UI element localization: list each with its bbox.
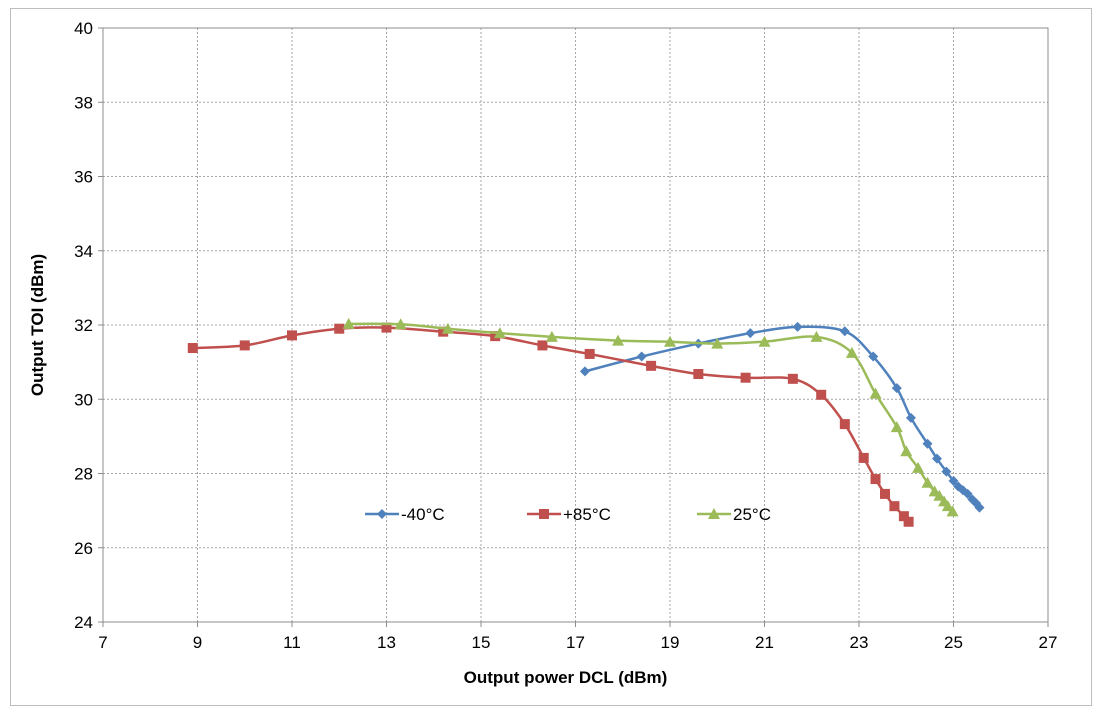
legend-label: 25°C [733, 505, 771, 524]
x-tick-label: 13 [377, 633, 396, 652]
data-point [900, 445, 913, 457]
data-point [787, 373, 798, 384]
data-point [740, 372, 751, 383]
data-point [941, 466, 952, 477]
data-point [758, 335, 771, 347]
y-tick-label: 38 [74, 93, 93, 112]
data-point [792, 321, 803, 332]
data-point [931, 453, 942, 464]
y-axis-title: Output TOI (dBm) [28, 254, 47, 396]
series-square [187, 322, 914, 527]
data-point [948, 475, 959, 486]
legend-label: -40°C [401, 505, 445, 524]
legend: -40°C +85°C 25°C [365, 505, 771, 524]
data-point [839, 326, 850, 337]
data-point [922, 438, 933, 449]
series-triangle [342, 317, 959, 517]
series-line [584, 325, 981, 509]
data-point [889, 501, 900, 512]
data-point [870, 474, 881, 485]
data-point [493, 327, 506, 339]
y-tick-label: 40 [74, 19, 93, 38]
data-point [287, 330, 297, 341]
chart-frame [10, 8, 1092, 706]
data-point [921, 476, 934, 488]
data-point [946, 505, 959, 517]
series-group [187, 317, 985, 527]
series-line [192, 326, 910, 523]
y-tick-label: 24 [74, 613, 93, 632]
data-point [537, 340, 548, 351]
x-tick-label: 11 [283, 633, 301, 652]
data-point [441, 322, 454, 334]
legend-label: +85°C [563, 505, 611, 524]
y-tick-label: 32 [74, 316, 93, 335]
data-point [612, 334, 625, 346]
data-point [745, 328, 756, 339]
data-point [858, 452, 869, 463]
data-point [941, 500, 954, 512]
data-point [868, 351, 879, 362]
data-point [579, 366, 590, 377]
data-point [890, 421, 903, 433]
data-point [898, 511, 909, 522]
data-point [891, 383, 902, 394]
data-point [839, 419, 850, 430]
x-axis-title: Output power DCL (dBm) [464, 668, 668, 687]
data-point [584, 348, 595, 359]
data-point [664, 335, 676, 347]
data-point [394, 318, 407, 330]
grid-lines [103, 28, 1048, 622]
x-tick-label: 17 [566, 633, 585, 652]
data-point [810, 330, 823, 342]
data-point [816, 389, 827, 400]
data-point [239, 340, 250, 351]
y-tick-label: 36 [74, 168, 93, 187]
data-point [905, 412, 916, 423]
x-tick-label: 7 [98, 633, 107, 652]
y-tick-label: 30 [74, 390, 93, 409]
data-point [636, 351, 647, 362]
legend-marker [708, 508, 720, 519]
x-tick-label: 27 [1039, 633, 1058, 652]
x-tick-label: 25 [944, 633, 963, 652]
data-point [646, 360, 657, 371]
data-point [545, 330, 558, 342]
x-tick-label: 19 [661, 633, 680, 652]
data-point [974, 502, 985, 513]
data-point [879, 488, 890, 499]
y-tick-label: 34 [74, 242, 93, 261]
data-point [912, 461, 925, 473]
data-point [334, 323, 345, 334]
data-point [962, 488, 973, 499]
tick-labels: 7 9 11 13 15 17 19 21 23 25 27 24 26 28 30 32 34 36 38 40 [74, 19, 1057, 652]
data-point [381, 322, 392, 333]
data-point [903, 516, 914, 527]
x-tick-label: 15 [472, 633, 491, 652]
series-line [348, 322, 954, 513]
data-point [869, 387, 882, 399]
y-tick-label: 28 [74, 465, 93, 484]
data-point [711, 337, 724, 349]
x-tick-label: 21 [755, 633, 774, 652]
x-tick-label: 9 [193, 633, 202, 652]
data-point [342, 317, 355, 329]
data-point [693, 369, 704, 380]
y-tick-label: 26 [74, 539, 93, 558]
data-point [933, 489, 946, 501]
data-point [845, 346, 858, 358]
legend-marker [377, 509, 387, 519]
data-point [187, 343, 198, 354]
legend-marker [539, 509, 549, 519]
x-tick-label: 23 [850, 633, 869, 652]
